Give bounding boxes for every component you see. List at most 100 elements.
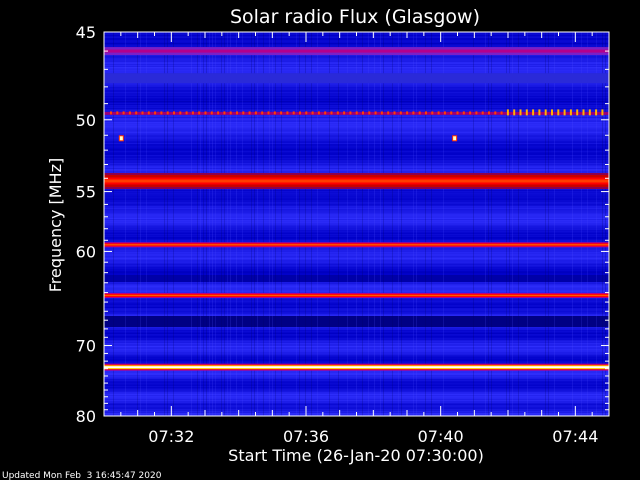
interference-dot xyxy=(569,109,572,116)
interference-dot xyxy=(110,111,112,115)
spectrogram-texture xyxy=(113,32,606,416)
interference-dot xyxy=(267,111,270,115)
interference-dot xyxy=(469,111,472,115)
interference-dot xyxy=(229,111,232,115)
band-72.8-mhz xyxy=(104,366,609,369)
interference-dot xyxy=(406,111,409,115)
x-axis: 07:32 07:36 07:40 07:44 xyxy=(103,32,610,446)
band-64.3-mhz xyxy=(104,294,609,297)
interference-dot xyxy=(380,111,383,115)
interference-dot xyxy=(135,111,138,115)
interference-dot xyxy=(248,111,251,115)
interference-dot xyxy=(576,109,579,116)
interference-dot xyxy=(261,111,264,115)
interference-dot xyxy=(273,111,276,115)
interference-dot xyxy=(349,111,352,115)
band-59.4-mhz xyxy=(104,244,609,246)
interference-dot xyxy=(128,111,131,115)
interference-dot xyxy=(494,111,497,115)
x-tick-label: 07:44 xyxy=(552,427,598,446)
interference-dot xyxy=(166,111,169,115)
interference-dot xyxy=(122,111,125,115)
interference-dot xyxy=(292,111,295,115)
interference-dot xyxy=(557,109,560,116)
interference-dot xyxy=(525,109,528,116)
interference-dot xyxy=(305,111,308,115)
interference-dot xyxy=(116,111,119,115)
chart-title: Solar radio Flux (Glasgow) xyxy=(230,6,480,28)
interference-dot xyxy=(242,111,245,115)
y-tick-label: 50 xyxy=(76,111,96,130)
interference-dot xyxy=(198,111,201,115)
interference-dot xyxy=(185,111,188,115)
interference-dot xyxy=(204,111,207,115)
interference-dot xyxy=(336,111,339,115)
interference-dot xyxy=(475,111,478,115)
interference-dot xyxy=(147,111,150,115)
interference-dot xyxy=(450,111,453,115)
interference-dot xyxy=(374,111,377,115)
x-tick-label: 07:32 xyxy=(148,427,194,446)
interference-dot xyxy=(179,111,182,115)
interference-dot xyxy=(311,111,314,115)
interference-dot xyxy=(437,111,440,115)
interference-dot xyxy=(563,109,566,116)
interference-dot xyxy=(324,111,327,115)
interference-dot xyxy=(217,111,220,115)
interference-dot xyxy=(443,111,446,115)
y-tick-label: 45 xyxy=(76,23,96,42)
interference-dot xyxy=(532,109,535,116)
interference-dot xyxy=(425,111,427,115)
interference-dot xyxy=(462,111,465,115)
y-tick-label: 55 xyxy=(76,183,96,202)
y-axis: 45 50 55 60 70 80 xyxy=(76,23,609,426)
interference-dot xyxy=(362,111,364,115)
interference-dot xyxy=(280,111,283,115)
interference-dot xyxy=(355,111,358,115)
interference-dot xyxy=(582,109,585,116)
interference-dot xyxy=(601,109,604,116)
interference-dot xyxy=(418,111,421,115)
interference-dot xyxy=(141,111,144,115)
interference-dot xyxy=(481,111,484,115)
interference-dot xyxy=(191,111,194,115)
band-54.2-mhz xyxy=(104,179,609,183)
band-46-mhz xyxy=(104,49,609,53)
interference-dot xyxy=(456,111,459,115)
interference-dot xyxy=(254,111,257,115)
interference-dot xyxy=(513,109,516,116)
interference-dot xyxy=(588,109,591,116)
interference-dot xyxy=(236,111,238,115)
interference-dot xyxy=(286,111,289,115)
interference-dot xyxy=(223,111,226,115)
interference-dot xyxy=(160,111,163,115)
y-axis-label: Frequency [MHz] xyxy=(46,158,65,292)
interference-dot xyxy=(551,109,553,116)
x-tick-label: 07:36 xyxy=(283,427,329,446)
x-axis-label: Start Time (26-Jan-20 07:30:00) xyxy=(228,446,484,465)
interference-dot xyxy=(595,109,598,116)
interference-dot xyxy=(210,111,213,115)
spectrogram-background xyxy=(104,32,609,417)
interference-dot xyxy=(330,111,333,115)
interference-dot xyxy=(299,111,301,115)
interference-dot xyxy=(368,111,371,115)
band-47.5-mhz xyxy=(104,73,609,84)
y-tick-label: 70 xyxy=(76,336,96,355)
interference-dot xyxy=(154,111,157,115)
interference-dot xyxy=(173,111,175,115)
interference-dot xyxy=(343,111,346,115)
interference-dot xyxy=(488,111,490,115)
interference-dot xyxy=(399,111,402,115)
bright-spot-core xyxy=(453,136,457,141)
interference-dot xyxy=(317,111,320,115)
interference-dot xyxy=(431,111,434,115)
y-tick-label: 60 xyxy=(76,242,96,261)
interference-dot xyxy=(412,111,415,115)
update-timestamp: Updated Mon Feb 3 16:45:47 2020 xyxy=(2,471,162,480)
interference-dot xyxy=(538,109,541,116)
interference-dot xyxy=(519,109,522,116)
bright-spot-core xyxy=(119,136,123,141)
y-tick-label: 80 xyxy=(76,407,96,426)
